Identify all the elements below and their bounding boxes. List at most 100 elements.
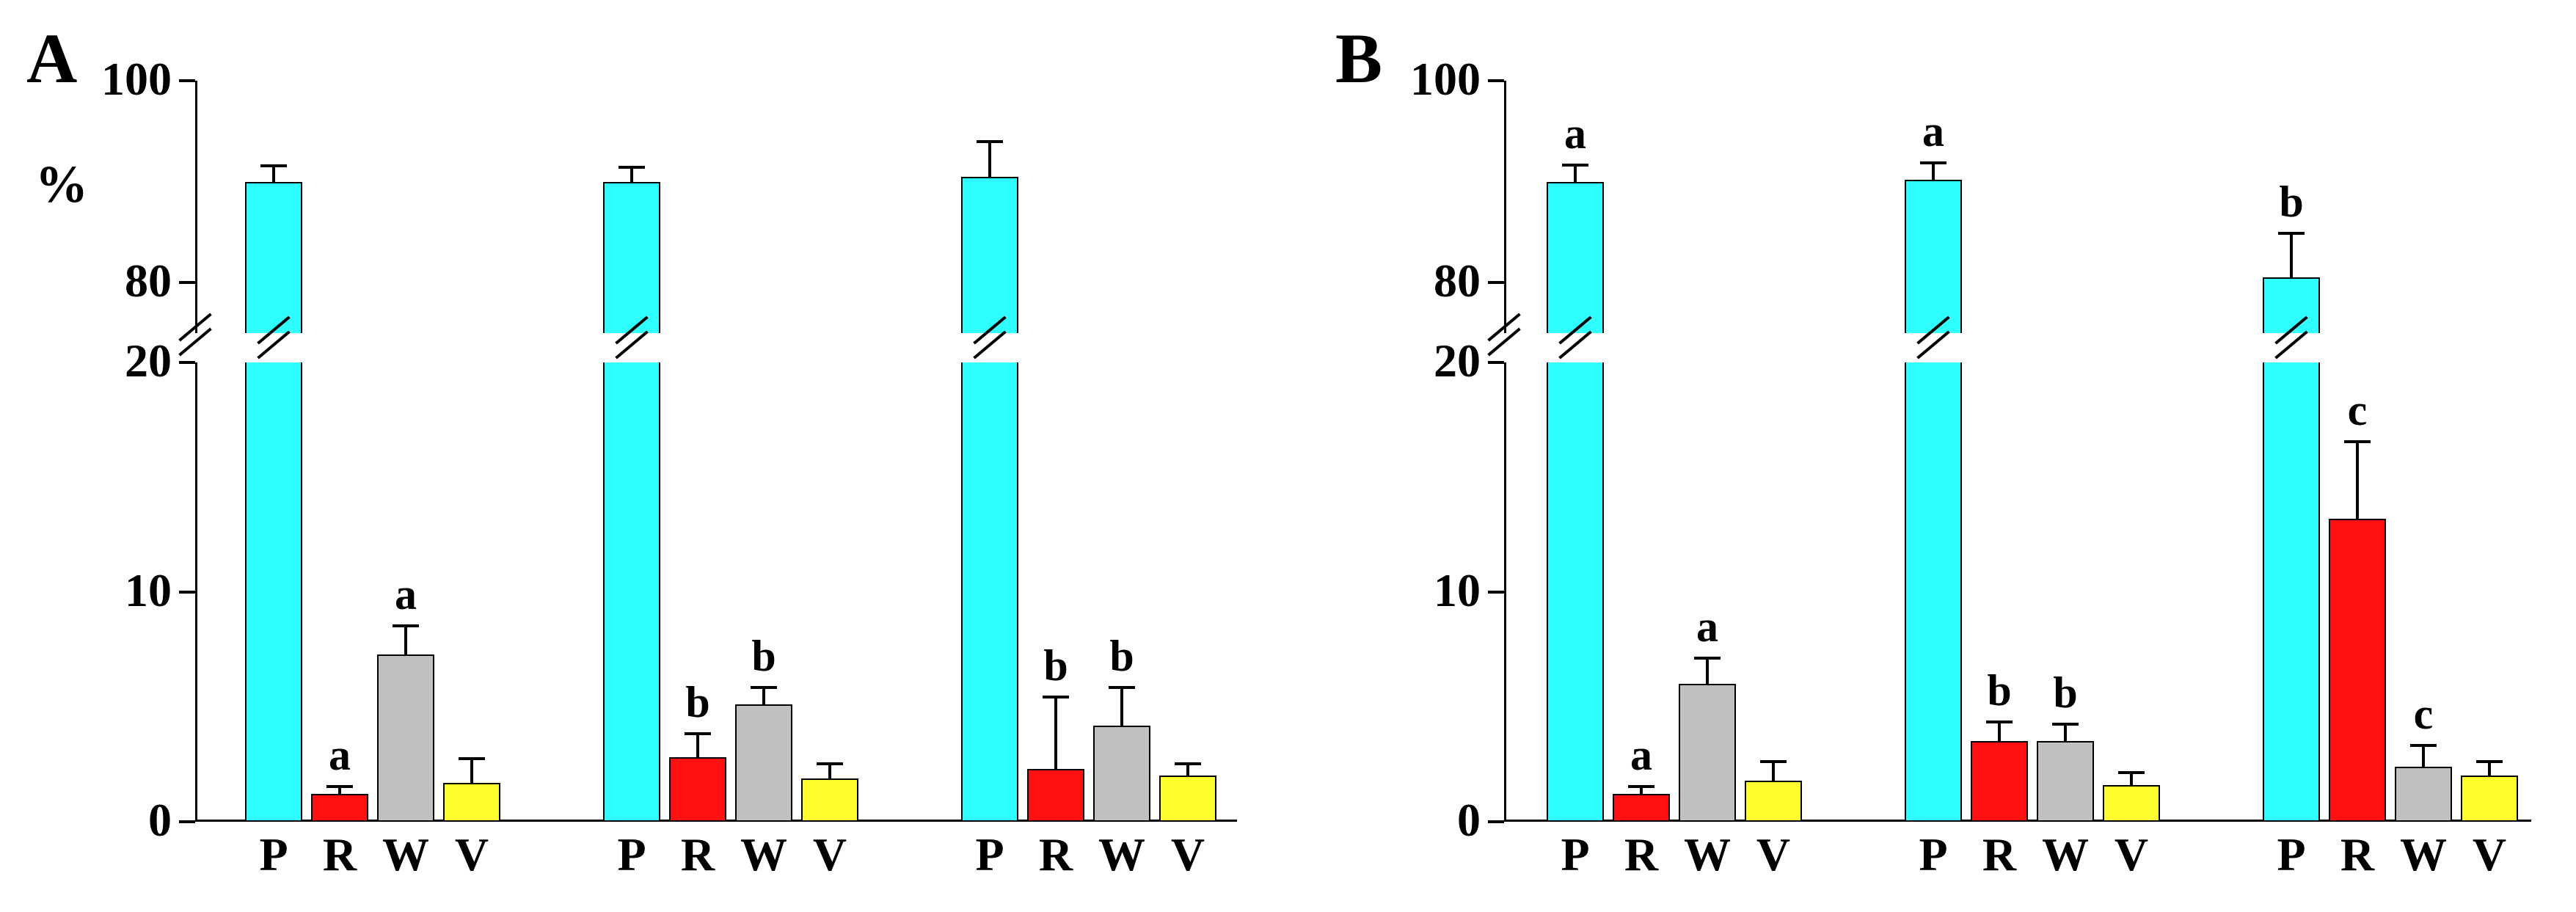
bar-R	[1613, 794, 1670, 822]
sig-label: c	[2321, 385, 2393, 436]
x-category-label: W	[731, 828, 797, 882]
y-tick	[1488, 820, 1504, 823]
plot-area-B: 80100aab01020aabbccPRWVPRWVPRWV	[1504, 81, 2531, 822]
sig-label: a	[1605, 730, 1677, 781]
errorbar-cap	[751, 686, 777, 689]
errorbar-cap	[1175, 762, 1201, 765]
errorbar	[1998, 721, 2001, 741]
plot-area-A: 8010001020aabbbbPRWVPRWVPRWV	[195, 81, 1237, 822]
errorbar	[1706, 657, 1709, 685]
x-category-label: R	[665, 828, 731, 882]
x-category-label: P	[1900, 828, 1966, 882]
errorbar-cap	[2344, 440, 2371, 443]
errorbar	[2356, 440, 2359, 518]
bar-V	[1159, 776, 1216, 822]
y-tick-label: 100	[1371, 52, 1481, 106]
bar-R	[2329, 519, 2386, 822]
y-tick-label: 10	[1385, 563, 1481, 618]
y-axis-lower	[1504, 362, 1506, 822]
bar-R	[311, 794, 368, 822]
y-tick-label: 0	[1385, 793, 1481, 847]
panel-B: B80100aab01020aabbccPRWVPRWVPRWV	[1335, 0, 2553, 912]
x-category-label: R	[1608, 828, 1674, 882]
sig-label: a	[1897, 106, 1969, 157]
errorbar-cap	[619, 166, 645, 169]
x-category-label: P	[957, 828, 1023, 882]
y-tick	[1488, 79, 1504, 82]
errorbar-cap	[326, 785, 353, 788]
y-tick-label: 10	[76, 563, 172, 618]
bar-P-upper	[2263, 277, 2320, 333]
bar-W	[2395, 767, 2452, 822]
bar-P	[2263, 362, 2320, 822]
x-category-label: V	[2098, 828, 2164, 882]
bar-P-upper	[1905, 180, 1962, 333]
lower-segment-B: 01020aabbcc	[1504, 362, 2531, 822]
sig-label: a	[304, 730, 376, 781]
bar-P	[603, 362, 660, 822]
errorbar-cap	[1694, 657, 1721, 660]
y-tick-label: 20	[1385, 334, 1481, 388]
y-axis-upper	[1504, 81, 1506, 333]
bar-V	[2461, 776, 2518, 822]
errorbar	[2290, 232, 2293, 277]
errorbar	[1772, 760, 1775, 781]
errorbar-cap	[1043, 696, 1069, 698]
x-category-label: V	[1740, 828, 1806, 882]
sig-label: b	[1963, 665, 2035, 716]
sig-label: c	[2387, 689, 2459, 740]
errorbar-cap	[459, 757, 485, 760]
x-category-label: P	[2258, 828, 2324, 882]
bar-V	[1745, 781, 1802, 822]
lower-segment-A: 01020aabbbb	[195, 362, 1237, 822]
errorbar	[696, 732, 699, 757]
errorbar	[1120, 686, 1123, 725]
y-tick-label: 0	[76, 793, 172, 847]
sig-label: b	[2255, 177, 2327, 227]
errorbar-cap	[260, 164, 287, 167]
errorbar	[988, 140, 991, 177]
errorbar	[1054, 696, 1057, 769]
errorbar-cap	[2118, 771, 2145, 774]
x-category-label: R	[1966, 828, 2032, 882]
bar-W	[2037, 741, 2094, 822]
errorbar-cap	[1109, 686, 1135, 689]
bar-P	[245, 362, 302, 822]
x-category-label: W	[2390, 828, 2456, 882]
errorbar	[2422, 744, 2425, 767]
bar-R	[1971, 741, 2028, 822]
x-category-label: W	[1674, 828, 1740, 882]
errorbar-cap	[1986, 721, 2013, 723]
x-category-label: P	[1542, 828, 1608, 882]
bar-P	[1905, 362, 1962, 822]
errorbar-cap	[1628, 785, 1654, 788]
y-tick-label: 80	[1371, 254, 1481, 308]
bar-W	[1093, 726, 1150, 822]
y-tick	[1488, 361, 1504, 364]
sig-label: a	[1671, 602, 1743, 652]
y-tick	[179, 79, 195, 82]
x-category-label: P	[599, 828, 665, 882]
x-category-label: W	[373, 828, 439, 882]
x-category-label: V	[2456, 828, 2522, 882]
errorbar-cap	[2410, 744, 2437, 747]
x-category-label: R	[1023, 828, 1089, 882]
bar-R	[1027, 769, 1084, 822]
bar-W	[377, 654, 434, 822]
y-axis-upper	[195, 81, 197, 333]
y-tick	[179, 361, 195, 364]
bar-P-upper	[245, 182, 302, 333]
x-category-label: V	[797, 828, 863, 882]
x-category-label: V	[439, 828, 505, 882]
bar-V	[801, 778, 858, 822]
bar-V	[2103, 785, 2160, 822]
errorbar-cap	[1920, 161, 1946, 164]
sig-label: b	[1020, 641, 1092, 691]
y-axis-lower	[195, 362, 197, 822]
y-tick	[179, 820, 195, 823]
bar-P-upper	[961, 177, 1018, 333]
bar-P-upper	[1547, 182, 1604, 333]
panel-A: A%8010001020aabbbbPRWVPRWVPRWV	[26, 0, 1259, 912]
errorbar-cap	[1562, 164, 1588, 167]
y-axis-percent-label: %	[35, 154, 88, 215]
